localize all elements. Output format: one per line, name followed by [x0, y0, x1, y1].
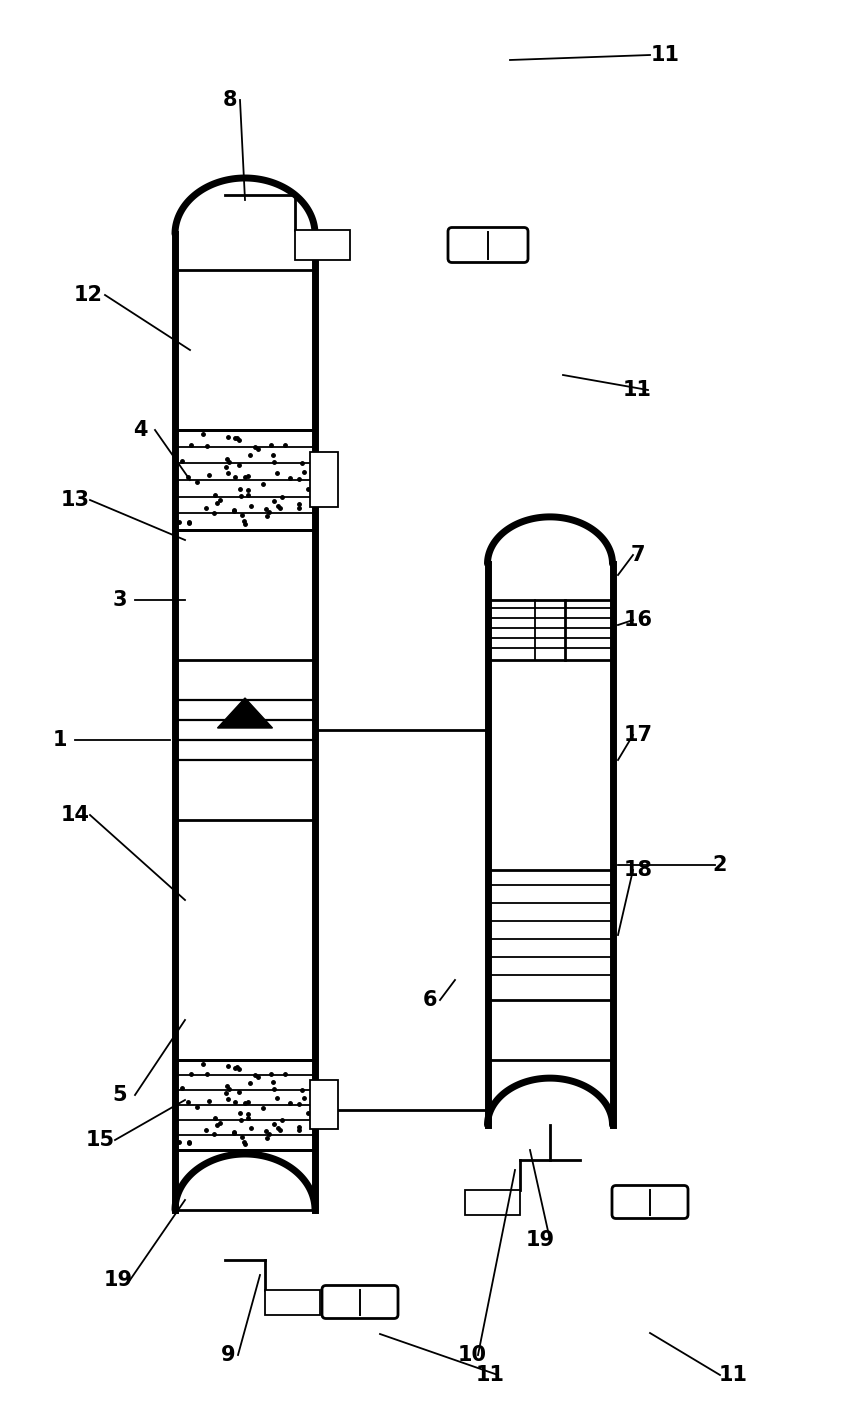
Polygon shape: [487, 600, 613, 660]
FancyBboxPatch shape: [447, 228, 527, 262]
Polygon shape: [175, 1154, 314, 1211]
Polygon shape: [175, 1060, 314, 1149]
Text: 10: 10: [457, 1345, 486, 1365]
Polygon shape: [487, 516, 612, 563]
Bar: [309, 452, 337, 508]
Polygon shape: [487, 870, 613, 1000]
Text: 19: 19: [103, 1271, 132, 1291]
Bar: [265, 1291, 320, 1315]
Bar: [464, 1191, 520, 1215]
Text: 1: 1: [53, 730, 67, 750]
FancyBboxPatch shape: [611, 1185, 688, 1218]
Text: 2: 2: [712, 856, 727, 876]
Text: 11: 11: [650, 46, 679, 66]
Text: 11: 11: [475, 1365, 504, 1385]
Text: 3: 3: [112, 590, 127, 610]
FancyBboxPatch shape: [321, 1285, 398, 1319]
Text: 9: 9: [221, 1345, 235, 1365]
Polygon shape: [175, 178, 314, 234]
Polygon shape: [175, 234, 314, 1211]
Polygon shape: [175, 660, 314, 820]
Text: 19: 19: [525, 1231, 554, 1251]
Text: 16: 16: [623, 610, 652, 630]
Text: 13: 13: [60, 491, 89, 511]
Text: 8: 8: [222, 90, 237, 110]
Polygon shape: [175, 431, 314, 530]
Bar: [295, 230, 349, 260]
Text: 17: 17: [623, 724, 652, 744]
Bar: [309, 1079, 337, 1129]
Text: 11: 11: [622, 379, 651, 401]
Text: 5: 5: [112, 1085, 127, 1105]
Text: 6: 6: [423, 990, 437, 1010]
Text: 12: 12: [73, 285, 102, 305]
Text: 4: 4: [133, 421, 147, 441]
Polygon shape: [217, 697, 272, 729]
Text: 11: 11: [717, 1365, 746, 1385]
Text: 7: 7: [630, 545, 644, 565]
Polygon shape: [487, 1078, 612, 1125]
Text: 18: 18: [623, 860, 652, 880]
Polygon shape: [487, 563, 613, 1125]
Text: 14: 14: [60, 806, 89, 826]
Text: 15: 15: [85, 1129, 114, 1149]
